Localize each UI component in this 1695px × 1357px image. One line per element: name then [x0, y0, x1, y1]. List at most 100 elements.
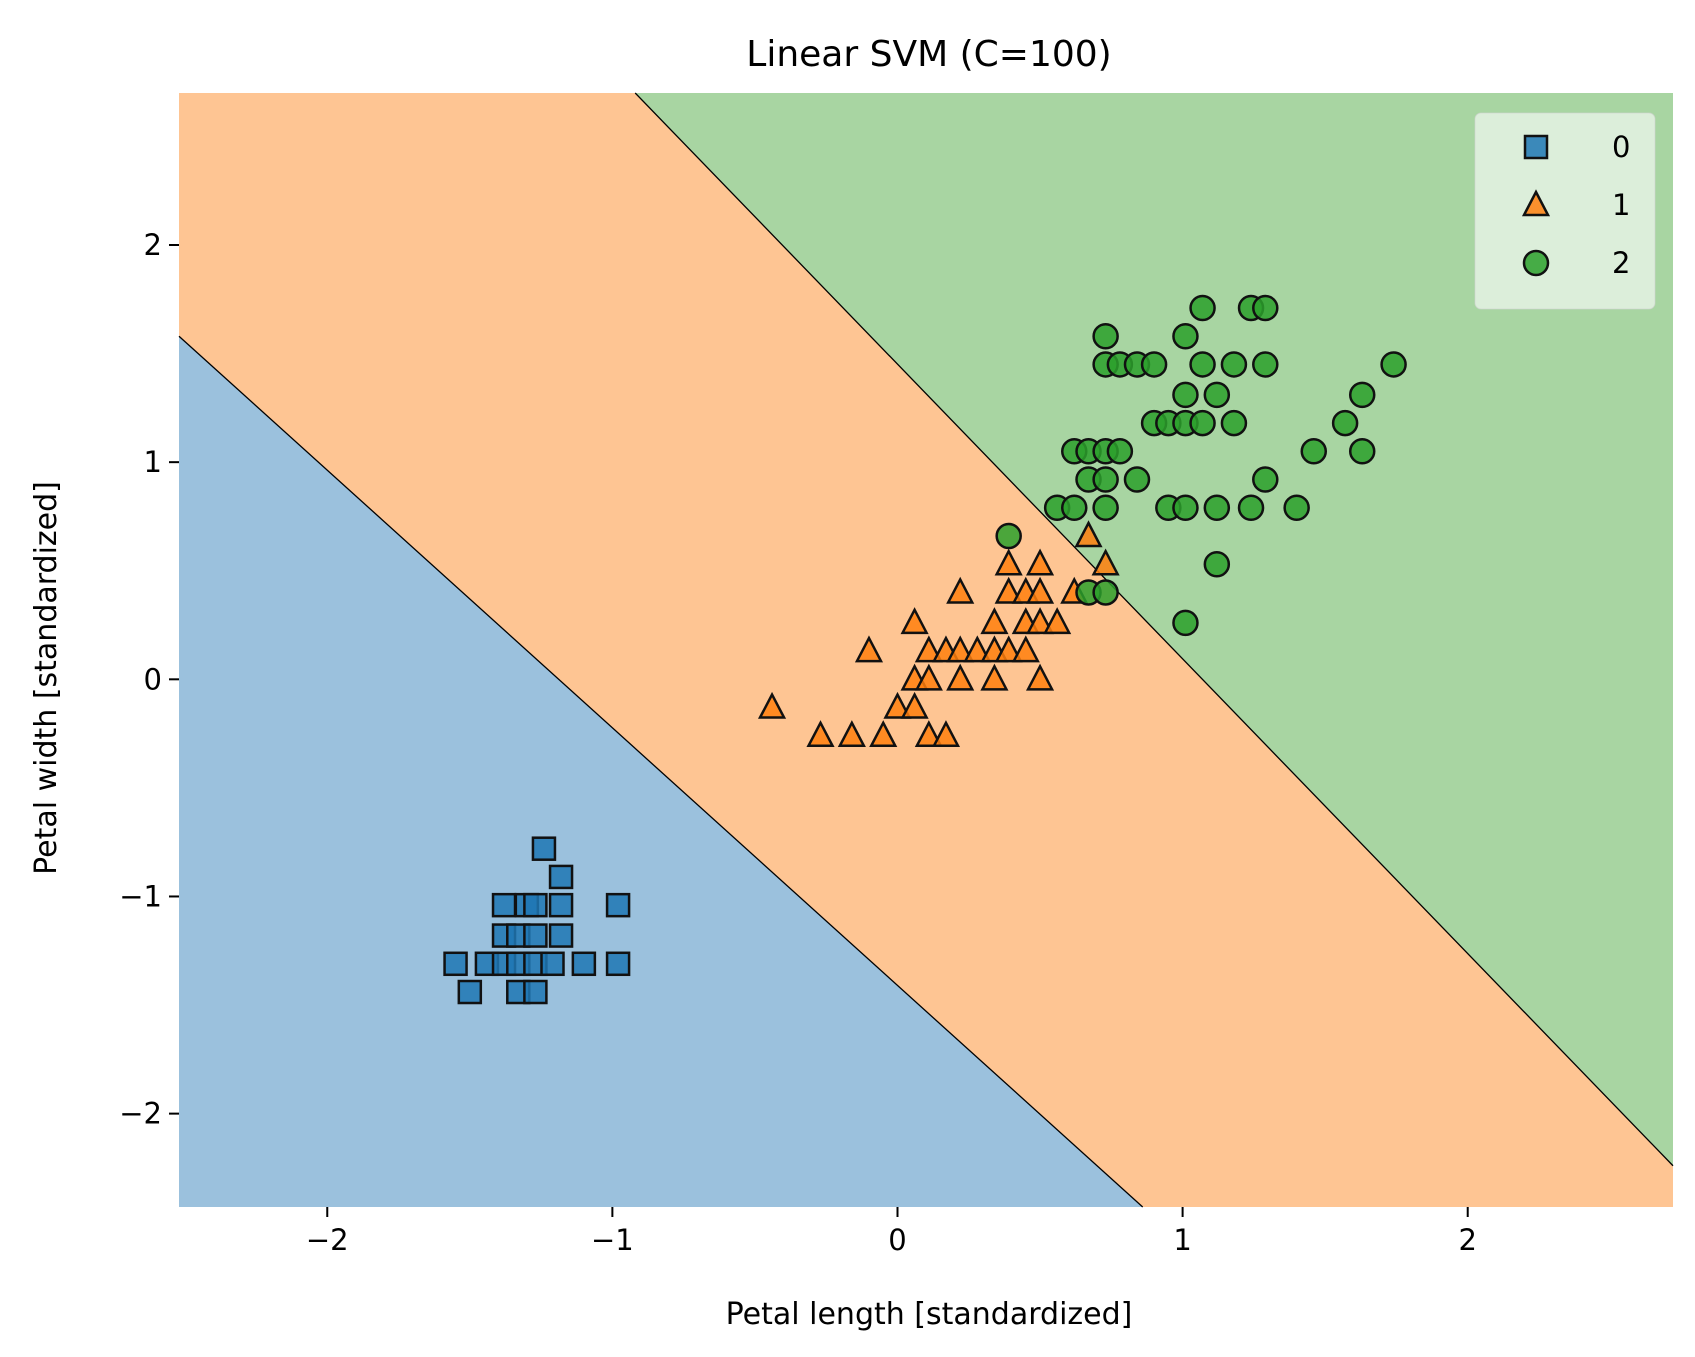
data-point-class-1 [914, 635, 943, 663]
data-point-class-1 [994, 576, 1023, 604]
x-axis-label: Petal length [standardized] [726, 1297, 1133, 1332]
data-point-class-2 [1348, 438, 1376, 465]
y-tick-label: 2 [144, 228, 162, 262]
data-point-class-1 [900, 607, 929, 635]
data-point-class-0 [457, 979, 483, 1005]
data-point-class-1 [980, 607, 1009, 635]
data-point-class-2 [1300, 438, 1328, 465]
data-point-class-2 [1203, 550, 1231, 578]
data-point-class-1 [869, 720, 898, 748]
data-point-class-1 [1074, 520, 1103, 548]
series-1 [757, 520, 1120, 748]
data-point-class-0 [531, 836, 557, 861]
legend-label-0: 0 [1612, 130, 1630, 164]
data-point-class-0 [571, 951, 597, 977]
data-point-class-1 [900, 691, 929, 719]
y-axis: −2 −1 0 1 2 [119, 228, 179, 1131]
plot-area [178, 92, 1674, 1208]
data-point-class-0 [491, 892, 517, 918]
data-point-class-2 [1189, 294, 1216, 322]
data-point-class-0 [548, 864, 574, 890]
data-point-class-1 [1091, 548, 1120, 576]
y-tick-label: 1 [144, 445, 162, 479]
data-point-class-1 [1011, 635, 1040, 663]
x-tick-label: 0 [888, 1223, 906, 1257]
data-point-class-0 [540, 951, 565, 977]
x-tick-label: 2 [1458, 1223, 1476, 1257]
data-point-class-0 [605, 951, 631, 977]
data-point-class-0 [523, 923, 548, 948]
data-point-class-2 [1092, 579, 1119, 606]
data-point-class-2 [1092, 494, 1119, 522]
decision-boundary-1-2 [634, 92, 1674, 1167]
data-point-class-2 [1092, 466, 1119, 493]
data-point-class-1 [946, 663, 975, 691]
data-point-class-2 [1172, 322, 1199, 350]
data-point-class-2 [1092, 322, 1119, 350]
y-axis-label: Petal width [standardized] [29, 481, 64, 875]
y-tick-label: −1 [119, 879, 162, 913]
data-point-class-2 [1123, 466, 1151, 493]
data-point-class-2 [1252, 466, 1279, 493]
data-point-class-1 [980, 663, 1009, 691]
data-point-class-2 [1252, 294, 1279, 322]
data-point-class-1 [963, 635, 992, 663]
data-point-class-1 [946, 576, 975, 604]
data-point-class-1 [854, 635, 884, 663]
data-point-class-2 [995, 522, 1022, 550]
chart-title: Linear SVM (C=100) [746, 34, 1111, 75]
data-point-class-0 [548, 923, 574, 948]
data-point-class-1 [946, 635, 975, 663]
legend-marker-1 [1521, 189, 1551, 217]
data-point-class-2 [1061, 494, 1088, 522]
legend-box [1474, 112, 1656, 310]
legend-entry-2: 2 [1522, 246, 1630, 280]
data-point-class-2 [1106, 438, 1134, 465]
data-point-class-1 [1043, 607, 1072, 635]
data-point-class-2 [1220, 409, 1248, 437]
x-axis: −2 −1 0 1 2 [306, 1207, 1477, 1257]
data-point-class-1 [1025, 548, 1055, 576]
y-tick-label: −2 [119, 1097, 162, 1131]
data-point-class-2 [1283, 494, 1310, 522]
data-point-class-1 [994, 635, 1023, 663]
legend-marker-0 [1523, 134, 1549, 160]
scatter-points [443, 294, 1407, 1005]
legend-label-2: 2 [1612, 246, 1630, 280]
data-point-class-2 [1172, 381, 1199, 409]
data-point-class-0 [548, 892, 574, 918]
legend: 0 1 2 [1474, 112, 1656, 310]
data-point-class-2 [1220, 351, 1248, 378]
data-point-class-1 [914, 720, 943, 748]
data-point-class-1 [994, 548, 1023, 576]
data-point-class-0 [443, 951, 468, 977]
data-point-class-2 [1172, 609, 1199, 637]
data-point-class-1 [757, 691, 787, 719]
data-point-class-2 [1140, 351, 1168, 378]
data-point-class-2 [1237, 494, 1265, 522]
data-point-class-0 [523, 979, 548, 1005]
data-point-class-1 [837, 720, 866, 748]
x-tick-label: −2 [306, 1223, 349, 1257]
data-point-class-2 [1189, 351, 1216, 378]
decision-boundary-0-1 [178, 335, 1144, 1208]
data-point-class-0 [523, 892, 548, 918]
data-point-class-2 [1331, 409, 1359, 437]
data-point-class-2 [1348, 381, 1376, 409]
data-point-class-1 [914, 663, 943, 691]
y-tick-label: 0 [144, 662, 162, 696]
data-point-class-2 [1203, 494, 1231, 522]
legend-label-1: 1 [1612, 188, 1630, 222]
data-point-class-2 [1203, 381, 1231, 409]
data-point-class-0 [605, 892, 631, 918]
data-point-class-1 [883, 691, 912, 719]
data-point-class-1 [806, 720, 835, 748]
legend-marker-2 [1522, 249, 1550, 277]
series-2 [995, 294, 1407, 637]
data-point-class-2 [1252, 351, 1279, 378]
series-0 [443, 836, 631, 1005]
data-point-class-2 [1380, 351, 1407, 378]
x-tick-label: −1 [591, 1223, 634, 1257]
data-point-class-1 [1025, 607, 1055, 635]
